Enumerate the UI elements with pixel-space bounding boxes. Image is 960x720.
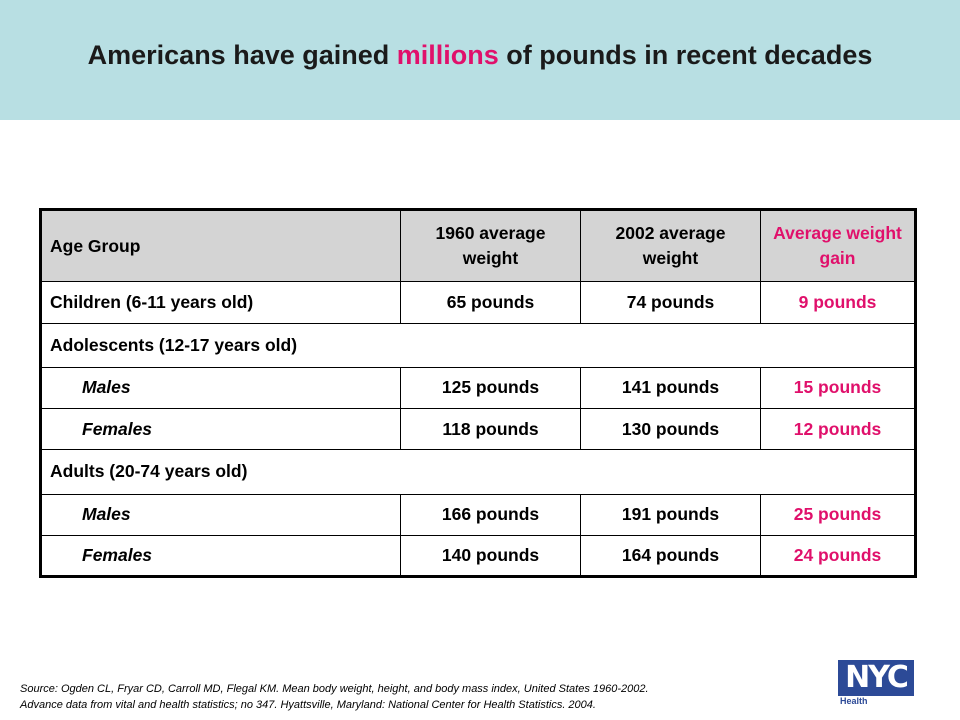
cell-2002: 74 pounds [580,281,761,324]
header-1960-weight: 1960 average weight [400,208,581,283]
source-line-2: Advance data from vital and health stati… [20,698,596,711]
row-label: Males [40,366,401,410]
table-row-adolescent-males: Males 125 pounds 141 pounds 15 pounds [40,366,916,410]
table-group-adolescents: Adolescents (12-17 years old) [40,322,916,368]
row-label: Males [40,493,401,536]
cell-1960: 140 pounds [400,534,581,578]
cell-1960: 125 pounds [400,366,581,410]
cell-gain: 12 pounds [760,408,916,451]
cell-1960: 65 pounds [400,281,581,324]
row-label: Children (6-11 years old) [40,281,401,324]
table-group-adults: Adults (20-74 years old) [40,449,916,495]
weight-table: Age Group 1960 average weight 2002 avera… [39,208,917,578]
source-line-1: Source: Ogden CL, Fryar CD, Carroll MD, … [20,683,649,695]
table-row-children: Children (6-11 years old) 65 pounds 74 p… [40,281,916,324]
cell-2002: 130 pounds [580,408,761,451]
source-citation: Source: Ogden CL, Fryar CD, Carroll MD, … [20,682,820,714]
cell-1960: 118 pounds [400,408,581,451]
cell-gain: 24 pounds [760,534,916,578]
table-header-row: Age Group 1960 average weight 2002 avera… [40,208,916,283]
header-age-group: Age Group [40,208,401,283]
cell-2002: 191 pounds [580,493,761,536]
cell-2002: 164 pounds [580,534,761,578]
table-row-adult-females: Females 140 pounds 164 pounds 24 pounds [40,534,916,578]
cell-gain: 9 pounds [760,281,916,324]
row-label: Females [40,534,401,578]
table-row-adolescent-females: Females 118 pounds 130 pounds 12 pounds [40,408,916,451]
logo-subtitle: Health [840,696,868,706]
header-band [0,0,960,120]
title-text-after: of pounds in recent decades [498,40,873,70]
page-title: Americans have gained millions of pounds… [0,40,960,71]
table-row-adult-males: Males 166 pounds 191 pounds 25 pounds [40,493,916,536]
nyc-logo-mark: NYC [838,660,914,696]
nyc-health-logo: NYC Health [838,660,914,710]
cell-gain: 25 pounds [760,493,916,536]
title-accent-word: millions [396,40,499,70]
cell-2002: 141 pounds [580,366,761,410]
row-label: Females [40,408,401,451]
cell-gain: 15 pounds [760,366,916,410]
header-weight-gain: Average weight gain [760,208,916,283]
title-text-before: Americans have gained [87,40,397,70]
group-label: Adolescents (12-17 years old) [40,322,916,368]
group-label: Adults (20-74 years old) [40,449,916,495]
cell-1960: 166 pounds [400,493,581,536]
header-2002-weight: 2002 average weight [580,208,761,283]
